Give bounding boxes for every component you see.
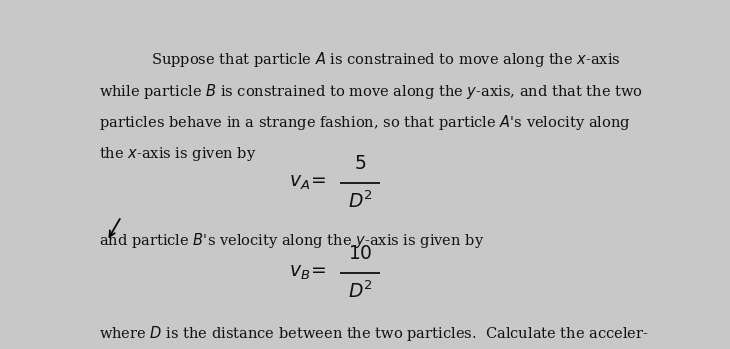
Text: $5$: $5$ [354,155,366,173]
Text: and particle $B$'s velocity along the $y$-axis is given by: and particle $B$'s velocity along the $y… [99,231,484,250]
Text: while particle $B$ is constrained to move along the $y$-axis, and that the two: while particle $B$ is constrained to mov… [99,82,642,101]
Text: $D^2$: $D^2$ [347,281,372,302]
Text: $D^2$: $D^2$ [347,191,372,212]
Text: $v_B\! =\! $: $v_B\! =\! $ [289,263,326,282]
Text: where $D$ is the distance between the two particles.  Calculate the acceler-: where $D$ is the distance between the tw… [99,324,648,343]
Text: $10$: $10$ [347,245,372,263]
Text: $v_A\! =\! $: $v_A\! =\! $ [289,173,326,192]
Text: the $x$-axis is given by: the $x$-axis is given by [99,145,256,163]
Text: Suppose that particle $A$ is constrained to move along the $x$-axis: Suppose that particle $A$ is constrained… [150,50,620,69]
Text: particles behave in a strange fashion, so that particle $A$'s velocity along: particles behave in a strange fashion, s… [99,113,630,132]
